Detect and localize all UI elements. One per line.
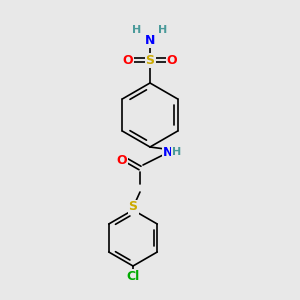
Text: Cl: Cl <box>126 269 140 283</box>
Text: O: O <box>117 154 127 166</box>
Text: H: H <box>158 25 168 35</box>
Text: S: S <box>128 200 137 214</box>
Text: N: N <box>145 34 155 46</box>
Text: H: H <box>132 25 142 35</box>
Text: H: H <box>172 147 182 157</box>
Text: O: O <box>167 53 177 67</box>
Text: N: N <box>163 146 173 158</box>
Text: O: O <box>123 53 133 67</box>
Text: S: S <box>146 53 154 67</box>
